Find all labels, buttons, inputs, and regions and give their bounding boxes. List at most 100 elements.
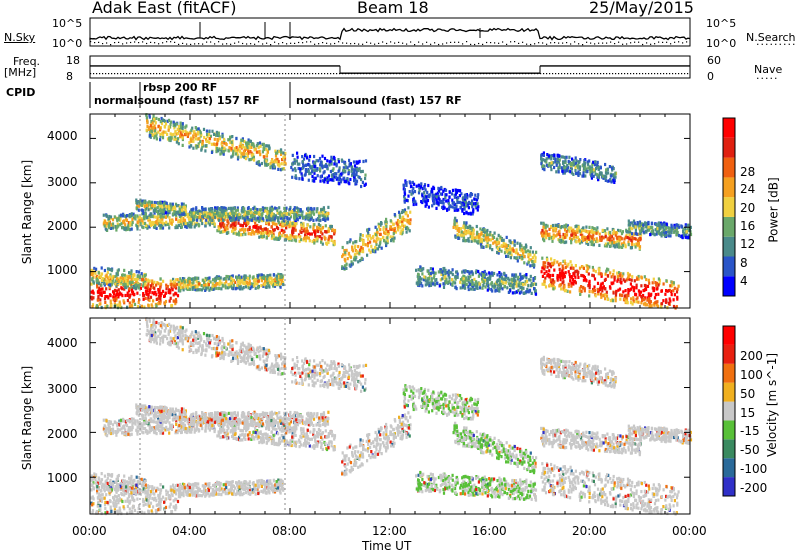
power-cell [633, 288, 635, 291]
power-cell [487, 289, 489, 292]
power-cell [146, 129, 148, 132]
power-cell [577, 170, 579, 173]
power-cell [558, 154, 560, 157]
power-cell [242, 216, 244, 219]
power-cell [639, 224, 641, 227]
power-cell [235, 287, 237, 290]
power-cell [134, 214, 136, 217]
power-cell [654, 301, 656, 304]
power-cell [155, 293, 157, 296]
power-cell [666, 223, 668, 226]
power-cell [270, 281, 272, 284]
power-cell [468, 272, 470, 275]
power-cell [280, 275, 282, 278]
power-cell [132, 221, 134, 224]
power-cell [628, 243, 630, 246]
power-cell [568, 160, 570, 163]
power-cell [572, 229, 574, 232]
power-cell [558, 170, 560, 173]
power-cell [262, 217, 264, 220]
power-cell [211, 219, 213, 222]
power-cell [138, 301, 140, 304]
power-cell [258, 236, 260, 239]
power-cell [559, 262, 561, 265]
power-cell [346, 263, 348, 266]
power-cell [582, 239, 584, 242]
power-cell [636, 296, 638, 299]
power-cell [457, 273, 459, 276]
power-cell [226, 232, 228, 235]
power-cell [152, 215, 154, 218]
power-cell [485, 238, 487, 241]
power-cell [244, 219, 246, 222]
power-cell [117, 293, 119, 296]
power-cell [542, 275, 544, 278]
power-cell [225, 280, 227, 283]
power-cell [439, 284, 441, 287]
power-cell [331, 225, 333, 228]
power-cell [557, 158, 559, 161]
power-cell [91, 297, 93, 300]
power-cell [648, 292, 650, 295]
power-cell [243, 214, 245, 217]
power-cell [442, 267, 444, 270]
power-cell [204, 144, 206, 147]
power-cell [572, 278, 574, 281]
power-cell [136, 202, 138, 205]
power-cell [570, 260, 572, 263]
power-cell [418, 278, 420, 281]
power-cell [500, 285, 502, 288]
power-cell [559, 273, 561, 276]
power-cell [543, 272, 545, 275]
power-cell [181, 133, 183, 136]
power-cell [185, 222, 187, 225]
power-cell [399, 226, 401, 229]
power-cell [239, 229, 241, 232]
power-cell [441, 277, 443, 280]
power-cell [513, 286, 515, 289]
power-cell [122, 214, 124, 217]
power-cell [483, 280, 485, 283]
power-cell [153, 117, 155, 120]
power-cell [685, 236, 687, 239]
power-cell [222, 219, 224, 222]
power-cell [506, 249, 508, 252]
power-cell [635, 245, 637, 248]
power-cell [211, 213, 213, 216]
power-cell [656, 287, 658, 290]
power-cell [442, 282, 444, 285]
power-cell [193, 212, 195, 215]
power-cell [296, 152, 298, 155]
power-cell [501, 277, 503, 280]
power-cell [230, 219, 232, 222]
power-cell [153, 115, 155, 118]
power-cell [527, 249, 529, 252]
power-cell [271, 159, 273, 162]
power-cell [168, 119, 170, 122]
power-cell [255, 226, 257, 229]
power-cell [427, 269, 429, 272]
power-cell [588, 294, 590, 297]
power-cell [168, 129, 170, 132]
power-cell [211, 288, 213, 291]
power-cell [547, 266, 549, 269]
power-cell [162, 130, 164, 133]
power-cell [276, 278, 278, 281]
power-cell [434, 283, 436, 286]
power-cell [402, 209, 404, 212]
power-cell [163, 295, 165, 298]
power-cell [208, 283, 210, 286]
power-cell [460, 227, 462, 230]
power-cell [120, 286, 122, 289]
power-cell [308, 237, 310, 240]
power-cell [510, 241, 512, 244]
power-cell [253, 231, 255, 234]
power-cell [571, 158, 573, 161]
power-cell [462, 284, 464, 287]
power-cell [269, 209, 271, 212]
power-cell [136, 292, 138, 295]
power-cell [558, 284, 560, 287]
power-cell [191, 208, 193, 211]
power-cell [611, 275, 613, 278]
power-cell [150, 124, 152, 127]
